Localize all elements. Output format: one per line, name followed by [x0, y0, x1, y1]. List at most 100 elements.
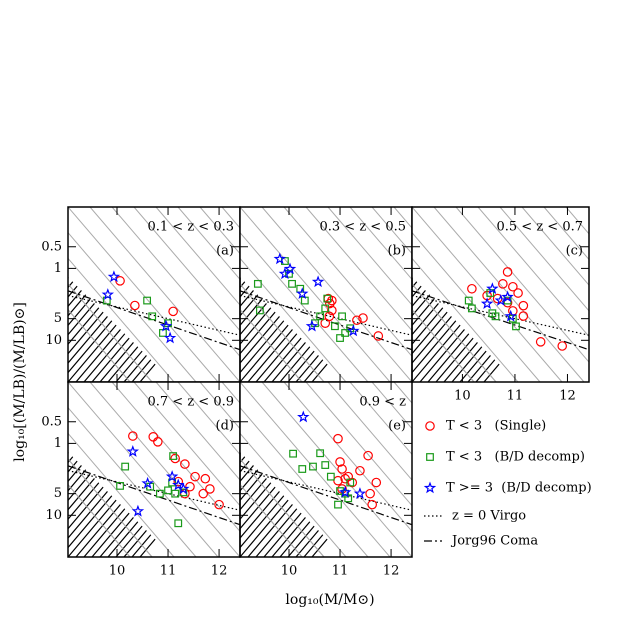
circle-marker [333, 433, 343, 444]
circle-marker [352, 315, 362, 326]
limit-line [283, 207, 412, 358]
circle-marker [333, 475, 343, 486]
square-marker [338, 312, 346, 321]
legend-label: Jorg96 Coma [450, 534, 538, 549]
square-marker [321, 461, 330, 469]
y-tick-label: 1 [54, 261, 62, 276]
square-marker [512, 322, 520, 331]
circle-marker [513, 288, 523, 298]
square-marker [309, 462, 317, 471]
star-marker [283, 262, 297, 275]
limit-line [477, 207, 589, 338]
star-marker [101, 288, 115, 300]
circle-marker [170, 453, 180, 464]
y-tick-label: 0.5 [41, 414, 62, 429]
limit-line [68, 483, 131, 557]
hatch-mask [412, 207, 589, 382]
circle-marker [324, 311, 335, 322]
limit-line [305, 382, 412, 507]
square-marker [426, 453, 434, 461]
limit-line [68, 458, 153, 557]
limit-line [587, 207, 589, 209]
square-marker [143, 296, 152, 305]
circle-marker [508, 281, 518, 292]
relation-line [68, 465, 240, 526]
circle-marker [535, 337, 546, 347]
circle-marker [327, 295, 337, 306]
circle-marker [198, 488, 209, 499]
square-marker [298, 465, 307, 473]
square-marker [464, 296, 473, 305]
circle-marker [173, 476, 184, 487]
star-marker [423, 481, 437, 494]
square-marker [121, 462, 130, 471]
limit-line [68, 308, 131, 382]
limit-line [240, 432, 347, 557]
circle-marker [355, 465, 365, 476]
y-tick-label: 5 [54, 311, 62, 326]
star-marker [141, 476, 154, 489]
x-tick-label: 12 [559, 389, 576, 404]
panel [240, 382, 566, 557]
limit-line [155, 207, 240, 306]
circle-marker [335, 457, 345, 467]
square-marker [336, 334, 344, 342]
limit-line [240, 458, 325, 557]
star-marker [338, 485, 352, 498]
circle-marker [128, 431, 138, 441]
limit-line [261, 382, 412, 557]
limit-line [177, 382, 240, 456]
circle-marker [115, 276, 125, 286]
limit-line [393, 382, 412, 404]
square-marker [171, 489, 180, 498]
limit-line [240, 483, 303, 557]
star-marker [163, 331, 177, 344]
limit-line [521, 207, 589, 286]
limit-line [111, 382, 240, 533]
circle-marker [363, 450, 373, 461]
limit-line [412, 257, 519, 382]
limit-line [371, 382, 412, 430]
limit-line [89, 382, 240, 557]
limit-line [412, 308, 475, 382]
circle-marker [502, 267, 513, 277]
relation-line [240, 290, 412, 351]
limit-line [499, 207, 589, 312]
limit-line [240, 231, 369, 382]
limit-line [455, 207, 589, 363]
circle-marker [518, 311, 529, 321]
y-tick-label: 1 [54, 436, 62, 451]
star-marker [296, 287, 309, 300]
star-marker [305, 319, 319, 332]
square-marker [174, 519, 183, 528]
limit-line [240, 207, 391, 382]
relation-line [240, 295, 412, 336]
hatch-mask [68, 382, 240, 557]
limit-line [261, 207, 412, 382]
panel-tag: (e) [388, 419, 406, 434]
square-marker [326, 472, 335, 481]
x-tick-label: 11 [507, 389, 524, 404]
circle-marker [325, 298, 335, 309]
panel-frame [411, 206, 590, 383]
circle-marker [557, 341, 568, 351]
limit-line [68, 207, 219, 382]
limit-line [68, 432, 175, 557]
relation-line [240, 470, 412, 511]
star-marker [347, 324, 360, 337]
circle-marker [425, 421, 435, 431]
limit-line [240, 406, 369, 557]
square-marker [288, 279, 296, 288]
limit-line [133, 382, 240, 507]
limit-line [133, 207, 240, 332]
limit-line [416, 382, 566, 557]
panel-frame [239, 381, 413, 558]
square-marker [341, 329, 350, 337]
x-axis-label: log₁₀(M/M⊙) [285, 592, 374, 608]
limit-line [199, 207, 240, 255]
legend-label: T < 3 (Single) [446, 419, 546, 434]
square-marker [256, 306, 264, 315]
square-marker [155, 489, 164, 498]
panel-label: 0.1 < z < 0.3 [147, 220, 234, 235]
circle-marker [373, 331, 384, 341]
